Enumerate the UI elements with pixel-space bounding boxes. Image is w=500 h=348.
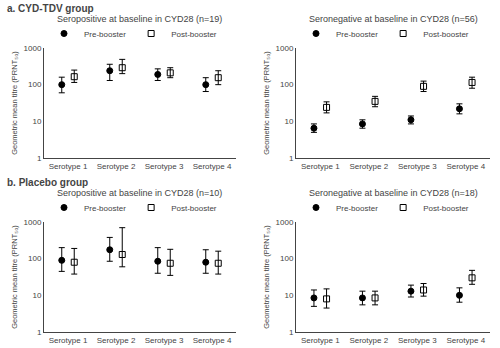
svg-text:Pre-booster: Pre-booster — [336, 204, 378, 213]
svg-text:Pre-booster: Pre-booster — [84, 204, 126, 213]
svg-text:Serotype 1: Serotype 1 — [301, 336, 340, 345]
svg-text:1: 1 — [289, 328, 294, 337]
svg-text:Post-booster: Post-booster — [171, 204, 217, 213]
svg-text:Serotype 4: Serotype 4 — [446, 162, 485, 171]
svg-text:1: 1 — [289, 154, 294, 163]
svg-text:Serotype 2: Serotype 2 — [97, 336, 136, 345]
svg-text:100: 100 — [28, 254, 42, 263]
svg-text:Pre-booster: Pre-booster — [84, 30, 126, 39]
svg-text:Geometric mean titre (PRNT₅₀): Geometric mean titre (PRNT₅₀) — [10, 51, 19, 155]
svg-text:Post-booster: Post-booster — [171, 30, 217, 39]
svg-text:Post-booster: Post-booster — [423, 30, 469, 39]
svg-text:Serotype 3: Serotype 3 — [145, 336, 184, 345]
svg-text:1: 1 — [37, 328, 42, 337]
svg-text:Serotype 2: Serotype 2 — [349, 162, 388, 171]
svg-text:Seronegative at baseline in CY: Seronegative at baseline in CYD28 (n=56) — [309, 14, 478, 24]
svg-text:Geometric mean titre (PRNT₅₀): Geometric mean titre (PRNT₅₀) — [262, 225, 271, 329]
svg-text:b. Placebo group: b. Placebo group — [7, 177, 88, 188]
svg-text:Seronegative at baseline in CY: Seronegative at baseline in CYD28 (n=18) — [309, 188, 478, 198]
svg-text:Post-booster: Post-booster — [423, 204, 469, 213]
svg-text:Geometric mean titre (PRNT₅₀): Geometric mean titre (PRNT₅₀) — [262, 51, 271, 155]
svg-text:1000: 1000 — [24, 44, 42, 53]
svg-text:10: 10 — [32, 291, 41, 300]
svg-text:100: 100 — [28, 80, 42, 89]
svg-text:10: 10 — [32, 117, 41, 126]
svg-text:1000: 1000 — [276, 218, 294, 227]
svg-text:1000: 1000 — [276, 44, 294, 53]
svg-text:Serotype 2: Serotype 2 — [349, 336, 388, 345]
svg-text:100: 100 — [280, 80, 294, 89]
svg-text:Seropositive at baseline in CY: Seropositive at baseline in CYD28 (n=10) — [57, 188, 222, 198]
svg-text:Serotype 4: Serotype 4 — [446, 336, 485, 345]
svg-text:Serotype 2: Serotype 2 — [97, 162, 136, 171]
svg-text:Serotype 1: Serotype 1 — [301, 162, 340, 171]
svg-text:1000: 1000 — [24, 218, 42, 227]
svg-text:Serotype 1: Serotype 1 — [49, 162, 88, 171]
svg-text:Pre-booster: Pre-booster — [336, 30, 378, 39]
svg-text:Seropositive at baseline in CY: Seropositive at baseline in CYD28 (n=19) — [57, 14, 222, 24]
svg-text:100: 100 — [280, 254, 294, 263]
svg-text:Serotype 3: Serotype 3 — [145, 162, 184, 171]
svg-text:Serotype 3: Serotype 3 — [398, 336, 437, 345]
svg-text:Serotype 3: Serotype 3 — [398, 162, 437, 171]
svg-text:Serotype 4: Serotype 4 — [193, 336, 232, 345]
svg-text:10: 10 — [284, 117, 293, 126]
svg-text:Serotype 1: Serotype 1 — [49, 336, 88, 345]
svg-text:Serotype 4: Serotype 4 — [193, 162, 232, 171]
svg-text:10: 10 — [284, 291, 293, 300]
svg-text:1: 1 — [37, 154, 42, 163]
svg-text:Geometric mean titre (PRNT₅₀): Geometric mean titre (PRNT₅₀) — [10, 225, 19, 329]
svg-text:a. CYD-TDV group: a. CYD-TDV group — [7, 3, 94, 14]
